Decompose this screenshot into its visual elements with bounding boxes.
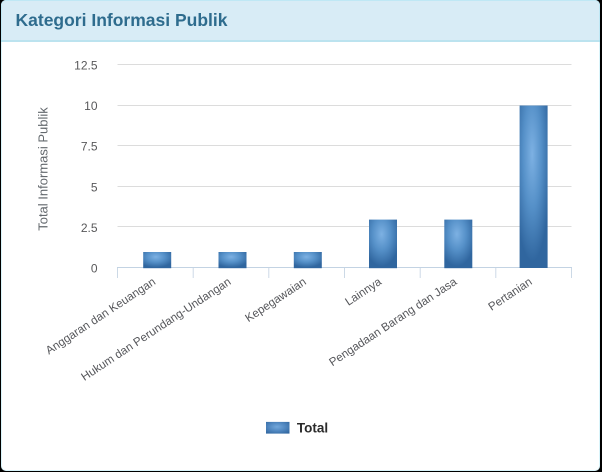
svg-text:Anggaran dan Keuangan: Anggaran dan Keuangan [43, 275, 158, 357]
svg-text:7.5: 7.5 [81, 140, 98, 154]
svg-text:Pengadaan Barang dan Jasa: Pengadaan Barang dan Jasa [327, 275, 460, 369]
svg-text:Kepegawaian: Kepegawaian [243, 275, 309, 325]
svg-text:Lainnya: Lainnya [343, 275, 385, 309]
svg-text:5: 5 [91, 180, 98, 194]
svg-text:Total: Total [297, 421, 328, 436]
svg-text:2.5: 2.5 [81, 221, 98, 235]
svg-text:Total Informasi Publik: Total Informasi Publik [36, 107, 51, 231]
svg-text:Pertanian: Pertanian [486, 275, 535, 313]
svg-text:Hukum dan Perundang-Undangan: Hukum dan Perundang-Undangan [79, 275, 233, 383]
svg-text:0: 0 [91, 262, 98, 276]
svg-text:10: 10 [84, 99, 98, 113]
svg-text:12.5: 12.5 [74, 59, 98, 73]
